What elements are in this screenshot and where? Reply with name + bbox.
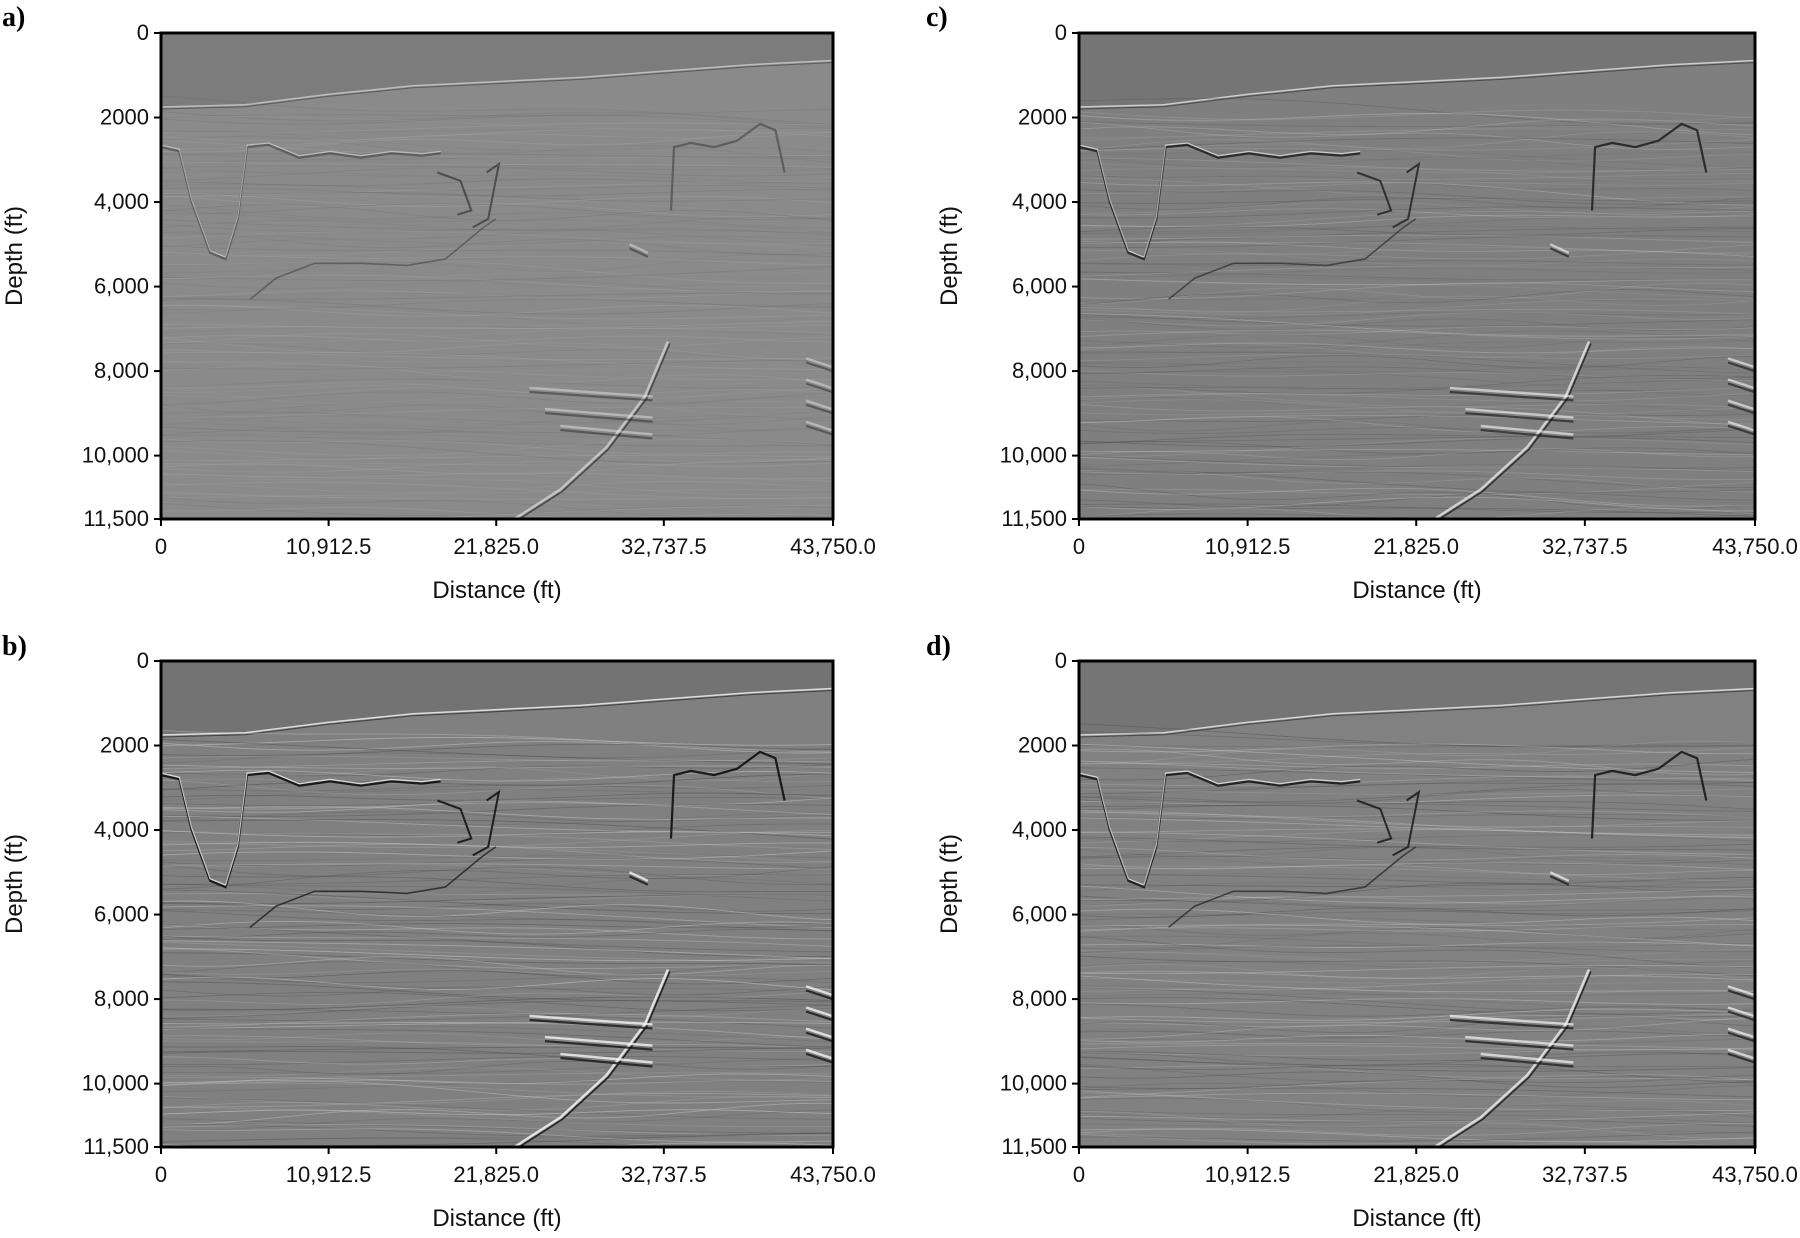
y-tick-label-d-1: 2000: [1018, 733, 1067, 758]
x-tick-label-c-0: 0: [1073, 534, 1085, 559]
y-tick-label-d-3: 6,000: [1012, 902, 1067, 927]
x-axis-title-c: Distance (ft): [1352, 577, 1481, 604]
x-tick-label-b-3: 32,737.5: [621, 1162, 707, 1187]
x-tick-label-a-2: 21,825.0: [453, 534, 539, 559]
seismic-image-c: [1079, 33, 1755, 519]
y-tick-label-b-6: 11,500: [83, 1134, 149, 1159]
x-tick-label-d-0: 0: [1073, 1162, 1085, 1187]
seismic-image-a: [161, 33, 833, 519]
y-tick-label-d-6: 11,500: [1001, 1134, 1067, 1159]
x-tick-label-d-2: 21,825.0: [1373, 1162, 1459, 1187]
y-tick-label-d-5: 10,000: [1000, 1071, 1067, 1096]
y-tick-label-a-3: 6,000: [94, 274, 149, 299]
y-axis-title-a: Depth (ft): [1, 206, 28, 306]
y-axis-title-c: Depth (ft): [936, 206, 963, 306]
x-tick-label-a-0: 0: [155, 534, 167, 559]
x-tick-label-a-3: 32,737.5: [621, 534, 707, 559]
y-tick-label-d-4: 8,000: [1012, 986, 1067, 1011]
y-tick-label-a-0: 0: [137, 20, 149, 45]
y-tick-label-a-5: 10,000: [82, 443, 149, 468]
y-tick-label-a-4: 8,000: [94, 358, 149, 383]
y-tick-label-d-0: 0: [1055, 648, 1067, 673]
y-tick-label-c-3: 6,000: [1012, 274, 1067, 299]
y-tick-label-c-6: 11,500: [1001, 506, 1067, 531]
panel-label-c: c): [926, 2, 948, 33]
x-tick-label-c-4: 43,750.0: [1712, 534, 1798, 559]
x-tick-label-b-1: 10,912.5: [286, 1162, 372, 1187]
y-tick-label-b-3: 6,000: [94, 902, 149, 927]
y-tick-label-a-6: 11,500: [83, 506, 149, 531]
x-tick-label-c-2: 21,825.0: [1373, 534, 1459, 559]
y-tick-label-d-2: 4,000: [1012, 817, 1067, 842]
x-tick-label-b-4: 43,750.0: [790, 1162, 876, 1187]
y-tick-label-c-0: 0: [1055, 20, 1067, 45]
x-tick-label-a-4: 43,750.0: [790, 534, 876, 559]
y-tick-label-b-4: 8,000: [94, 986, 149, 1011]
seismic-image-d: [1079, 661, 1755, 1147]
y-axis-title-d: Depth (ft): [936, 834, 963, 934]
y-tick-label-b-1: 2000: [100, 733, 149, 758]
x-tick-label-b-0: 0: [155, 1162, 167, 1187]
seismic-image-b: [161, 661, 833, 1147]
x-tick-label-c-3: 32,737.5: [1542, 534, 1628, 559]
x-axis-title-a: Distance (ft): [432, 577, 561, 604]
y-tick-label-b-2: 4,000: [94, 817, 149, 842]
y-tick-label-c-1: 2000: [1018, 105, 1067, 130]
y-tick-label-c-2: 4,000: [1012, 189, 1067, 214]
panel-label-b: b): [2, 631, 27, 662]
y-tick-label-b-5: 10,000: [82, 1071, 149, 1096]
x-tick-label-c-1: 10,912.5: [1205, 534, 1291, 559]
y-tick-label-c-4: 8,000: [1012, 358, 1067, 383]
x-tick-label-d-4: 43,750.0: [1712, 1162, 1798, 1187]
x-tick-label-d-3: 32,737.5: [1542, 1162, 1628, 1187]
x-tick-label-b-2: 21,825.0: [453, 1162, 539, 1187]
y-tick-label-a-2: 4,000: [94, 189, 149, 214]
x-tick-label-d-1: 10,912.5: [1205, 1162, 1291, 1187]
panel-label-a: a): [2, 2, 25, 33]
y-tick-label-a-1: 2000: [100, 105, 149, 130]
y-tick-label-b-0: 0: [137, 648, 149, 673]
panel-label-d: d): [926, 631, 951, 662]
x-axis-title-b: Distance (ft): [432, 1205, 561, 1232]
x-tick-label-a-1: 10,912.5: [286, 534, 372, 559]
y-tick-label-c-5: 10,000: [1000, 443, 1067, 468]
y-axis-title-b: Depth (ft): [1, 834, 28, 934]
x-axis-title-d: Distance (ft): [1352, 1205, 1481, 1232]
